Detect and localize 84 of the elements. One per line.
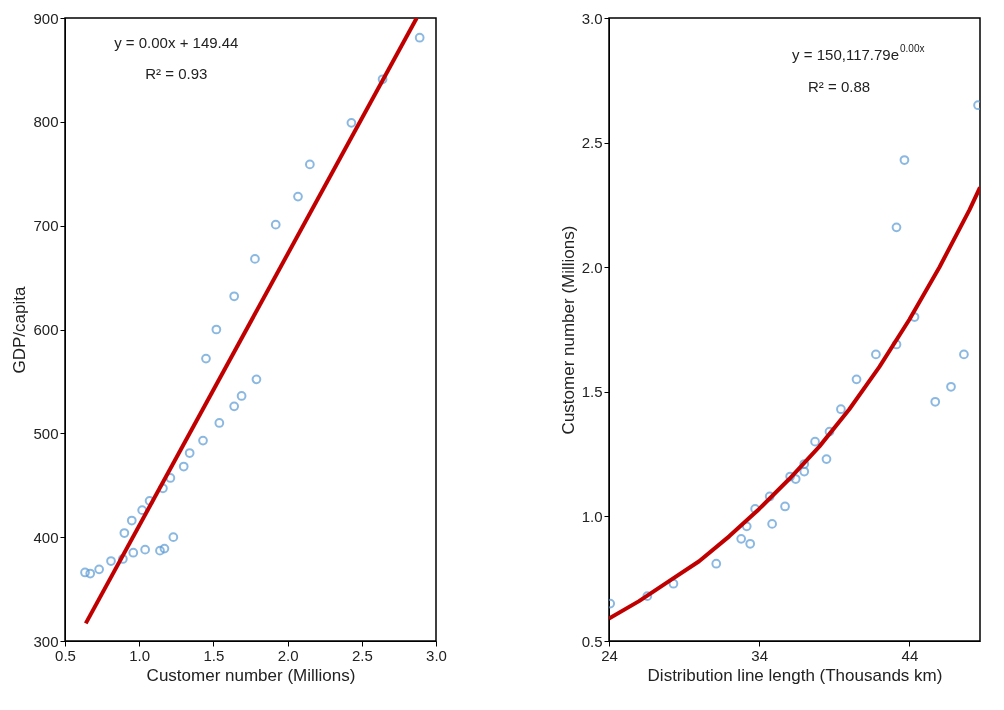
point bbox=[764, 491, 775, 502]
point bbox=[824, 426, 835, 437]
point bbox=[211, 324, 222, 335]
point bbox=[251, 374, 262, 385]
x-tick-label: 3.0 bbox=[426, 646, 447, 664]
x-tick-label: 1.5 bbox=[203, 646, 225, 664]
x-tick-label: 44 bbox=[901, 646, 919, 664]
point bbox=[891, 222, 902, 233]
point bbox=[250, 254, 260, 264]
point bbox=[184, 448, 195, 458]
point bbox=[736, 533, 747, 544]
point bbox=[930, 396, 941, 407]
point bbox=[165, 473, 176, 483]
x-tick-label: 2.5 bbox=[351, 646, 373, 664]
point bbox=[959, 349, 969, 360]
y-tick-label: 3.0 bbox=[581, 9, 603, 27]
line-series bbox=[609, 185, 980, 621]
x-axis-title: Distribution line length (Thousands km) bbox=[647, 665, 943, 685]
x-tick-label: 34 bbox=[751, 646, 769, 664]
point bbox=[119, 528, 130, 538]
point bbox=[85, 568, 96, 579]
y-tick-label: 1.5 bbox=[581, 383, 603, 401]
point bbox=[810, 436, 820, 447]
point bbox=[304, 159, 315, 170]
point bbox=[899, 155, 910, 165]
point bbox=[236, 391, 247, 401]
point bbox=[201, 353, 211, 364]
y-tick-label: 2.5 bbox=[581, 134, 603, 152]
point bbox=[198, 435, 208, 446]
point bbox=[137, 505, 148, 516]
y-tick-label: 1.0 bbox=[581, 507, 603, 525]
point bbox=[790, 474, 801, 484]
point bbox=[851, 374, 862, 385]
point bbox=[799, 459, 810, 469]
point bbox=[128, 547, 139, 558]
point bbox=[668, 578, 679, 589]
x-tick-label: 1.0 bbox=[129, 646, 151, 664]
annotation: R² = 0.93 bbox=[145, 65, 208, 83]
point bbox=[80, 567, 90, 578]
x-axis-title: Customer number (Millions) bbox=[146, 665, 356, 685]
point bbox=[377, 74, 388, 85]
point bbox=[741, 521, 752, 532]
point bbox=[293, 191, 303, 202]
point bbox=[159, 543, 170, 554]
point bbox=[214, 418, 225, 428]
point bbox=[946, 381, 956, 392]
point bbox=[711, 558, 722, 569]
point bbox=[270, 219, 281, 230]
point bbox=[836, 404, 846, 415]
point bbox=[780, 501, 790, 512]
point bbox=[229, 291, 240, 302]
y-tick-label: 2.0 bbox=[581, 258, 603, 276]
y-tick-label: 800 bbox=[33, 113, 59, 131]
point bbox=[871, 349, 881, 360]
y-axis-title: Customer number (Millions) bbox=[558, 225, 578, 435]
y-tick-label: 700 bbox=[33, 217, 59, 235]
annotation: y = 0.00x + 149.44 bbox=[114, 33, 239, 51]
point bbox=[106, 556, 116, 566]
point bbox=[155, 545, 165, 556]
point bbox=[118, 554, 128, 564]
point bbox=[414, 32, 425, 43]
point bbox=[126, 515, 137, 526]
point bbox=[785, 471, 796, 482]
point bbox=[799, 466, 810, 477]
point bbox=[745, 538, 756, 549]
point bbox=[168, 532, 179, 543]
y-tick-label: 900 bbox=[33, 9, 59, 27]
y-tick-label: 0.5 bbox=[581, 632, 603, 650]
point bbox=[229, 401, 240, 412]
point bbox=[178, 461, 189, 472]
y-tick-label: 500 bbox=[33, 424, 59, 442]
point bbox=[767, 519, 777, 529]
y-axis-title: GDP/capita bbox=[10, 286, 30, 374]
point bbox=[821, 454, 832, 464]
point bbox=[642, 591, 653, 602]
annotation: R² = 0.88 bbox=[807, 77, 871, 95]
point bbox=[94, 564, 104, 575]
y-tick-label: 600 bbox=[33, 321, 59, 338]
point bbox=[346, 118, 357, 128]
point bbox=[140, 544, 151, 555]
x-tick-label: 2.0 bbox=[277, 646, 299, 664]
point bbox=[158, 483, 168, 494]
x-tick-label: 24 bbox=[601, 646, 618, 664]
y-tick-label: 400 bbox=[33, 528, 59, 546]
